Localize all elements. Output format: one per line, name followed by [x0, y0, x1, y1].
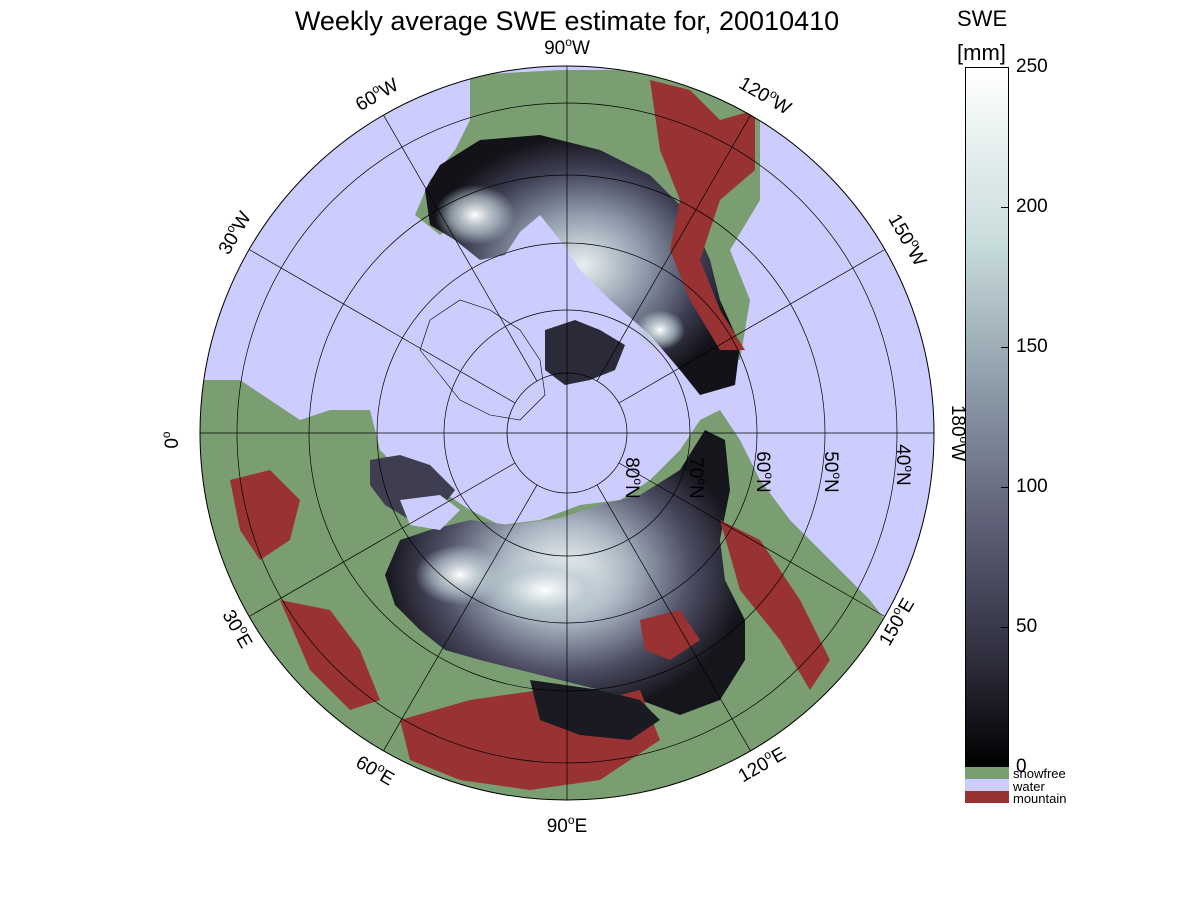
- greenland: [419, 299, 546, 421]
- swe-max-canada: [435, 185, 515, 245]
- legend-swatch-mountain: [965, 791, 1009, 803]
- caucasus-mountain: [280, 600, 380, 710]
- meridian-line: [596, 484, 751, 752]
- chart-title: Weekly average SWE estimate for, 2001041…: [294, 6, 840, 36]
- longitude-grid: [200, 66, 934, 800]
- colorbar-tick-label: 150: [1016, 336, 1048, 357]
- lat-label-80n: 80oN: [621, 457, 645, 499]
- legend-label-snowfree: snowfree: [1013, 766, 1066, 781]
- meridian-line: [248, 249, 516, 404]
- colorbar-tick-label: 200: [1016, 196, 1048, 217]
- colorbar-units: [mm]: [957, 40, 1006, 65]
- legend-swatch-water: [965, 779, 1009, 791]
- meridian-line: [596, 114, 751, 382]
- colorbar-tick-mark: [1001, 627, 1009, 628]
- colorbar-tick-label: 50: [1016, 616, 1038, 637]
- alps-mountain: [230, 470, 300, 560]
- colorbar-tick-mark: [1001, 347, 1009, 348]
- swe-max-urals: [415, 545, 505, 605]
- meridian-line: [618, 249, 886, 404]
- siberia-mountain-spot: [640, 610, 700, 660]
- legend-label-mountain: mountain: [1013, 791, 1067, 806]
- meridian-line: [383, 114, 538, 382]
- colorbar-tick-mark: [1001, 207, 1009, 208]
- colorbar-tick-label: 0: [1016, 756, 1027, 777]
- east-siberia-mountain: [720, 520, 830, 690]
- meridian-line: [383, 484, 538, 752]
- lat-label-70n: 70oN: [685, 457, 709, 499]
- lon-label-90e: 90oE: [547, 813, 588, 837]
- swe-max-siberia: [475, 555, 615, 625]
- lon-label-90w: 90oW: [544, 35, 590, 59]
- colorbar-tick-label: 100: [1016, 476, 1048, 497]
- colorbar-title: SWE: [957, 6, 1008, 31]
- land-layer: [200, 70, 900, 800]
- lon-label-180w: 180oW: [947, 405, 971, 461]
- meridian-line: [618, 462, 886, 617]
- colorbar-gradient: [965, 67, 1009, 767]
- colorbar-tick-label: 250: [1016, 56, 1048, 77]
- central-asia-snow: [530, 680, 660, 740]
- legend-label-water: water: [1013, 779, 1045, 794]
- meridian-line: [248, 462, 516, 617]
- rockies-mountain: [650, 80, 755, 350]
- lat-label-50n: 50oN: [820, 451, 844, 493]
- lat-label-60n: 60oN: [752, 451, 776, 493]
- colorbar-tick-mark: [1001, 67, 1009, 68]
- arctic-archipelago: [545, 320, 625, 385]
- lon-label-0: 0o: [159, 431, 183, 449]
- legend-swatch-snowfree: [965, 767, 1009, 779]
- latitude-labels: 80oN 70oN 60oN 50oN 40oN: [621, 444, 916, 499]
- colorbar-tick-mark: [1001, 487, 1009, 488]
- swe-max-alaska: [635, 310, 685, 350]
- lat-label-40n: 40oN: [892, 444, 916, 486]
